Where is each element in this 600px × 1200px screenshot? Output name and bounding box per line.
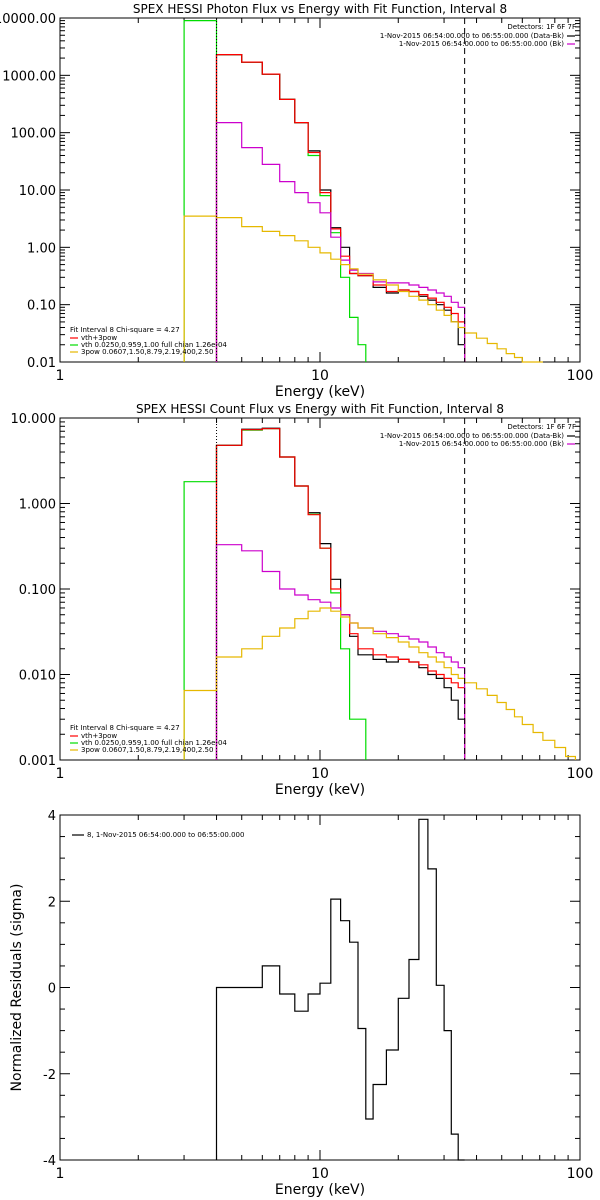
chart2-y-tick-label: 1.000 xyxy=(19,498,56,513)
chart2-y-tick-label: 0.010 xyxy=(19,669,56,684)
chart2-fit-legend-header: Fit Interval 8 Chi-square = 4.27 xyxy=(70,724,180,732)
chart1-fit-legend-entry: vth+3pow xyxy=(81,334,117,342)
chart2-y-tick-label: 0.001 xyxy=(19,754,56,769)
chart3-legend-entry: 8, 1-Nov-2015 06:54:00.000 to 06:55:00.0… xyxy=(87,831,244,839)
chart1-y-tick-label: 10000.00 xyxy=(0,12,56,27)
chart2-frame xyxy=(59,417,581,761)
chart3-y-tick-label: 4 xyxy=(48,809,56,824)
chart3-x-tick-label: 100 xyxy=(567,1166,594,1182)
chart1-y-tick-label: 1000.00 xyxy=(2,69,56,84)
chart2-series-1-line xyxy=(183,428,367,760)
chart3-y-axis-label: Normalized Residuals (sigma) xyxy=(9,884,25,1092)
chart1-series-3-line xyxy=(215,54,466,362)
chart2-legend-header: Detectors: 1F 6F 7F xyxy=(507,423,576,431)
chart1-x-axis-label: Energy (keV) xyxy=(275,384,365,400)
chart1-fit-legend-header: Fit Interval 8 Chi-square = 4.27 xyxy=(70,326,180,334)
chart3-x-tick-label: 1 xyxy=(56,1166,65,1182)
chart2-x-tick-label: 10 xyxy=(311,766,329,782)
chart2-title: SPEX HESSI Count Flux vs Energy with Fit… xyxy=(136,402,504,416)
chart1-x-tick-label: 100 xyxy=(567,368,594,384)
chart3-y-tick-label: -2 xyxy=(43,1068,56,1083)
chart1-x-tick-label: 10 xyxy=(311,368,329,384)
chart1-x-tick-label: 1 xyxy=(56,368,65,384)
chart2-x-axis-label: Energy (keV) xyxy=(275,782,365,798)
chart3-x-tick-label: 10 xyxy=(311,1166,329,1182)
chart2-fit-legend-entry: 3pow 0.0607,1.50,8.79,2.19,400,2.50 xyxy=(81,746,213,754)
chart2-x-tick-label: 1 xyxy=(56,766,65,782)
chart2-y-tick-label: 0.100 xyxy=(19,583,56,598)
chart1-legend-entry: 1-Nov-2015 06:54:00.000 to 06:55:00.000 … xyxy=(380,32,564,40)
chart2-y-tick-label: 10.000 xyxy=(11,412,57,427)
chart1-series-5-line xyxy=(183,215,543,363)
chart1-series-4-line xyxy=(215,122,466,362)
chart3-x-axis-label: Energy (keV) xyxy=(275,1182,365,1198)
chart1-y-tick-label: 0.01 xyxy=(27,356,56,371)
chart1-series-1-line xyxy=(183,20,367,362)
chart1-y-tick-label: 0.10 xyxy=(27,299,56,314)
chart2-fit-legend-entry: vth+3pow xyxy=(81,732,117,740)
chart1-y-tick-label: 10.00 xyxy=(19,184,56,199)
chart2-fit-legend-entry: vth 0.0250,0.959,1.00 full chian 1.26e-0… xyxy=(81,739,227,747)
chart2-series-3-line xyxy=(215,428,466,760)
chart1-series-2-line xyxy=(215,54,466,362)
chart3-y-tick-label: -4 xyxy=(43,1154,56,1169)
chart1-legend-entry: 1-Nov-2015 06:54:00.000 to 06:55:00.000 … xyxy=(399,40,564,48)
chart3-y-tick-label: 2 xyxy=(48,895,56,910)
chart2-x-tick-label: 100 xyxy=(567,766,594,782)
chart1-fit-legend-entry: vth 0.0250,0.959,1.00 full chian 1.26e-0… xyxy=(81,341,227,349)
chart2-legend-entry: 1-Nov-2015 06:54:00.000 to 06:55:00.000 … xyxy=(399,440,564,448)
chart2-series-5-line xyxy=(183,607,576,760)
chart1-legend-header: Detectors: 1F 6F 7F xyxy=(507,23,576,31)
chart1-y-tick-label: 1.00 xyxy=(27,241,56,256)
chart1-y-tick-label: 100.00 xyxy=(11,127,57,142)
chart3-series-1-line xyxy=(215,818,465,1161)
chart2-legend-entry: 1-Nov-2015 06:54:00.000 to 06:55:00.000 … xyxy=(380,432,564,440)
chart3-y-tick-label: 0 xyxy=(48,982,56,997)
chart1-title: SPEX HESSI Photon Flux vs Energy with Fi… xyxy=(133,2,507,16)
chart1-fit-legend-entry: 3pow 0.0607,1.50,8.79,2.19,400,2.50 xyxy=(81,348,213,356)
